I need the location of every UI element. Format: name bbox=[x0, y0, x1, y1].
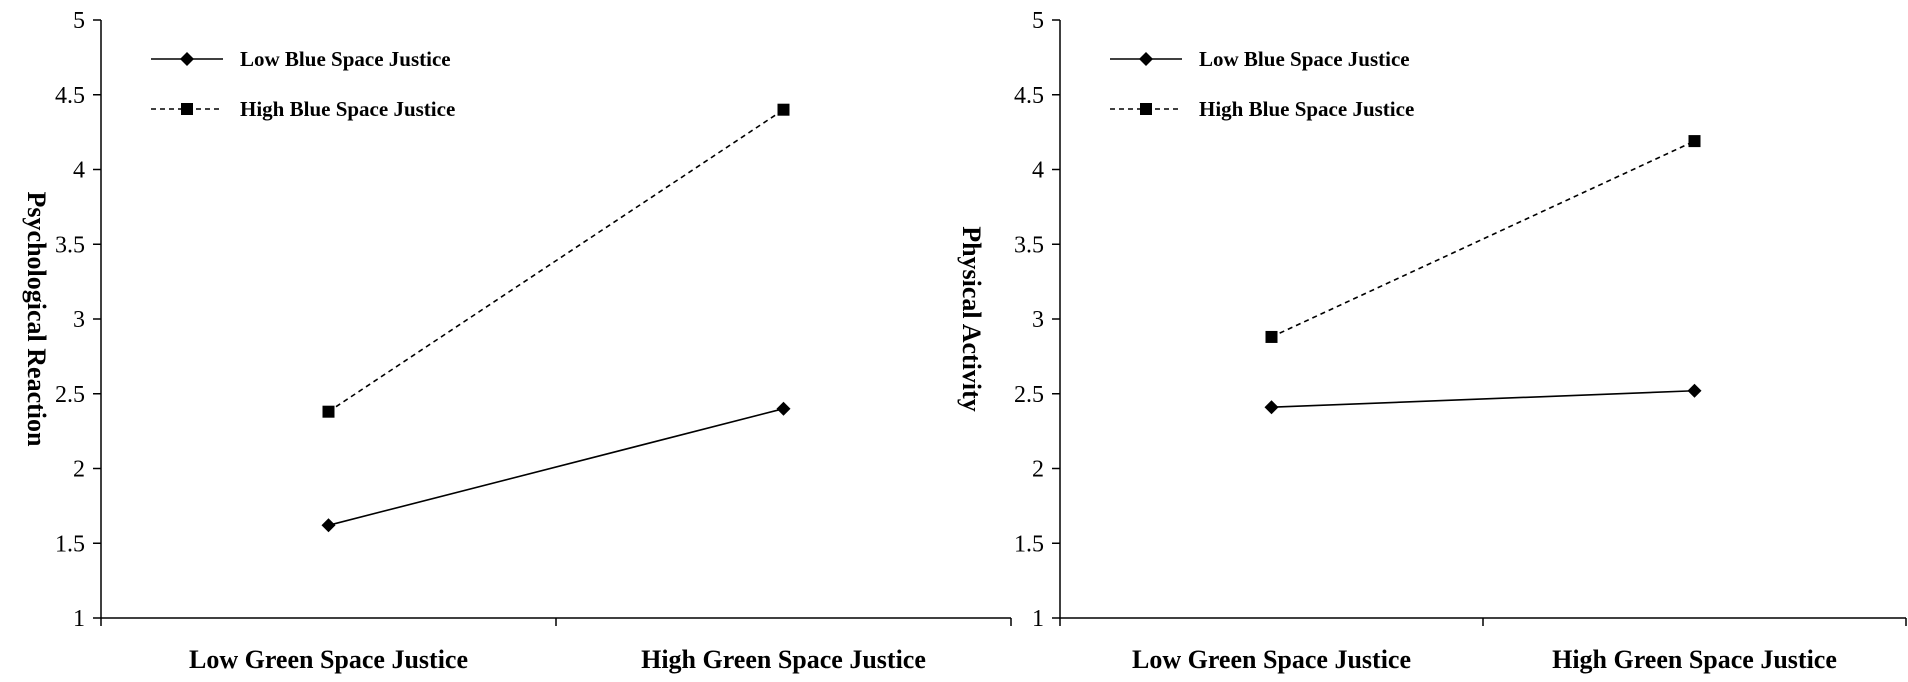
legend-low-blue-space-justice-label: Low Blue Space Justice bbox=[1199, 47, 1410, 71]
legend-high-blue-space-justice-square-marker bbox=[1140, 103, 1152, 115]
legend-low-blue-space-justice-label: Low Blue Space Justice bbox=[240, 47, 451, 71]
series-high-blue-space-justice-line bbox=[1271, 140, 1695, 338]
series-low-blue-space-justice-point-diamond-marker bbox=[1687, 383, 1702, 398]
y-tick-label: 3.5 bbox=[1014, 232, 1044, 258]
y-tick-label: 2.5 bbox=[1014, 382, 1044, 408]
series-high-blue-space-justice-point-square-marker bbox=[322, 405, 335, 418]
legend-high-blue-space-justice-square-marker bbox=[181, 103, 193, 115]
y-tick-label: 1.5 bbox=[55, 531, 85, 557]
series-high-blue-space-justice-point-square-marker bbox=[777, 103, 790, 116]
series-high-blue-space-justice-point-square-marker bbox=[1265, 330, 1278, 343]
y-tick-label: 5 bbox=[1032, 8, 1044, 34]
series-high-blue-space-justice-point-square-marker bbox=[1688, 135, 1701, 148]
y-tick-label: 4 bbox=[73, 158, 85, 184]
legend-low-blue-space-justice-diamond-marker bbox=[180, 52, 194, 66]
legend-high-blue-space-justice-label: High Blue Space Justice bbox=[240, 97, 455, 121]
y-axis-title: Psychological Reaction bbox=[22, 192, 51, 447]
x-category-label: High Green Space Justice bbox=[641, 645, 926, 674]
y-tick-label: 3 bbox=[1032, 307, 1044, 333]
y-tick-label: 5 bbox=[73, 8, 85, 34]
legend-high-blue-space-justice-label: High Blue Space Justice bbox=[1199, 97, 1414, 121]
y-tick-label: 1 bbox=[73, 606, 85, 632]
chart-panel-physical-activity: 1 1.5 2 2.5 3 3.5 4 4.5 5 Low Green Space Justice… bbox=[957, 8, 1907, 674]
x-category-label: High Green Space Justice bbox=[1552, 645, 1837, 674]
y-tick-label: 3.5 bbox=[55, 232, 85, 258]
series-low-blue-space-justice-point-diamond-marker bbox=[1264, 400, 1279, 415]
y-axis-title: Physical Activity bbox=[957, 226, 986, 412]
y-tick-label: 3 bbox=[73, 307, 85, 333]
series-high-blue-space-justice-line bbox=[328, 109, 784, 413]
y-tick-label: 1 bbox=[1032, 606, 1044, 632]
y-tick-label: 4 bbox=[1032, 158, 1044, 184]
y-tick-label: 4.5 bbox=[1014, 83, 1044, 109]
x-category-label: Low Green Space Justice bbox=[1132, 645, 1411, 674]
series-low-blue-space-justice-line bbox=[328, 407, 784, 527]
series-low-blue-space-justice-point-diamond-marker bbox=[776, 401, 791, 416]
y-tick-label: 2.5 bbox=[55, 382, 85, 408]
series-low-blue-space-justice-line bbox=[1271, 389, 1695, 409]
y-tick-label: 1.5 bbox=[1014, 531, 1044, 557]
chart-panel-psychological-reaction: 1 1.5 2 2.5 3 3.5 4 4.5 5 Low Green Space Justice… bbox=[22, 8, 1012, 674]
y-tick-label: 4.5 bbox=[55, 83, 85, 109]
series-low-blue-space-justice-point-diamond-marker bbox=[321, 518, 336, 533]
y-tick-label: 2 bbox=[73, 457, 85, 483]
y-tick-label: 2 bbox=[1032, 457, 1044, 483]
legend-low-blue-space-justice-diamond-marker bbox=[1139, 52, 1153, 66]
x-category-label: Low Green Space Justice bbox=[189, 645, 468, 674]
